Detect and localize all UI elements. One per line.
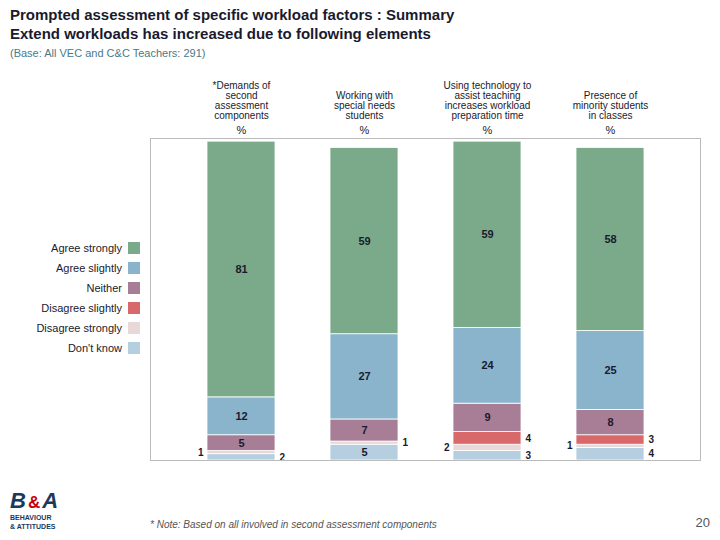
svg-text:4: 4 bbox=[526, 433, 532, 444]
svg-text:Presence ofminority studentsin: Presence ofminority studentsin classes bbox=[573, 90, 649, 121]
svg-text:59: 59 bbox=[481, 228, 493, 240]
svg-text:27: 27 bbox=[358, 370, 370, 382]
svg-text:%: % bbox=[606, 124, 616, 136]
svg-text:59: 59 bbox=[358, 235, 370, 247]
svg-text:8: 8 bbox=[607, 416, 613, 428]
svg-text:*Demands ofsecondassessmentcom: *Demands ofsecondassessmentcomponents bbox=[213, 80, 271, 121]
svg-text:Working withspecial needsstude: Working withspecial needsstudents bbox=[334, 90, 395, 121]
html-text:& ATTITUDES: & ATTITUDES bbox=[10, 523, 56, 530]
svg-text:12: 12 bbox=[235, 410, 247, 422]
svg-text:9: 9 bbox=[484, 411, 490, 423]
svg-text:24: 24 bbox=[481, 359, 494, 371]
svg-text:1: 1 bbox=[567, 440, 573, 451]
html-text:Neither: Neither bbox=[86, 282, 122, 294]
svg-text:58: 58 bbox=[604, 233, 616, 245]
html-text:20: 20 bbox=[695, 515, 710, 530]
html-text:Agree slightly: Agree slightly bbox=[56, 262, 122, 274]
html-text:Agree strongly: Agree strongly bbox=[51, 242, 122, 254]
html-text:Disagree slightly: Disagree slightly bbox=[41, 302, 122, 314]
svg-text:2: 2 bbox=[279, 451, 286, 463]
html-text:(Base: All VEC and C&C Teacher: (Base: All VEC and C&C Teachers: 291) bbox=[10, 46, 206, 59]
svg-text:%: % bbox=[360, 124, 370, 136]
svg-text:Using technology toassist teac: Using technology toassist teachingincrea… bbox=[444, 80, 532, 121]
html-text:BEHAVIOUR: BEHAVIOUR bbox=[10, 514, 52, 521]
svg-text:2: 2 bbox=[444, 442, 450, 453]
svg-text:4: 4 bbox=[649, 448, 655, 459]
html-text:Don't know: Don't know bbox=[67, 342, 122, 354]
svg-text:1: 1 bbox=[198, 447, 204, 458]
html-text:Prompted assessment of specifi: Prompted assessment of specific workload… bbox=[10, 6, 455, 42]
svg-text:7: 7 bbox=[361, 424, 367, 436]
svg-text:81: 81 bbox=[235, 263, 247, 275]
svg-text:5: 5 bbox=[361, 446, 367, 458]
svg-text:3: 3 bbox=[526, 450, 532, 461]
html-text:* Note: Based on all involved: * Note: Based on all involved in second … bbox=[150, 519, 437, 530]
html-text:B&A: B&A bbox=[10, 488, 59, 513]
svg-text:25: 25 bbox=[604, 364, 616, 376]
svg-text:3: 3 bbox=[649, 434, 655, 445]
svg-text:5: 5 bbox=[238, 437, 244, 449]
svg-text:1: 1 bbox=[403, 437, 409, 448]
html-text:Disagree strongly: Disagree strongly bbox=[36, 322, 122, 334]
svg-text:%: % bbox=[483, 124, 493, 136]
svg-text:%: % bbox=[237, 124, 247, 136]
